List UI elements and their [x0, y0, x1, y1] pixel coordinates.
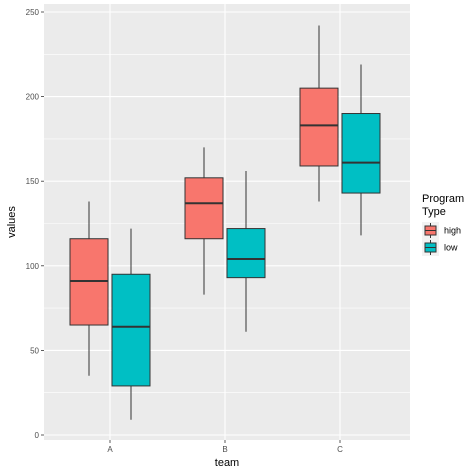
box-iqr: [341, 113, 381, 194]
y-tick-label: 0: [35, 431, 40, 440]
x-tick-label: C: [337, 445, 343, 454]
legend-label: high: [444, 226, 461, 236]
x-axis: A B C: [107, 440, 343, 454]
box-low-C: [341, 64, 381, 236]
box-iqr: [299, 87, 339, 167]
y-tick-label: 150: [26, 177, 40, 186]
legend-item-low: low: [422, 239, 458, 256]
x-axis-title: team: [215, 457, 239, 469]
x-tick-label: B: [222, 445, 227, 454]
legend-title-line-2: Type: [422, 206, 446, 218]
y-tick-label: 50: [30, 346, 39, 355]
y-tick-label: 200: [26, 93, 40, 102]
boxes-layer: [69, 25, 381, 420]
legend: Program Type high low: [422, 193, 464, 256]
box-high-C: [299, 25, 339, 202]
x-tick-label: A: [107, 445, 113, 454]
legend-item-high: high: [422, 222, 461, 239]
box-iqr: [111, 273, 151, 387]
box-low-A: [111, 228, 151, 420]
box-high-B: [184, 147, 224, 295]
box-iqr: [226, 228, 266, 279]
box-high-A: [69, 201, 109, 376]
y-axis: 0 50 100 150 200 250: [26, 8, 44, 440]
y-tick-label: 250: [26, 8, 40, 17]
major-gridlines: [44, 4, 410, 440]
box-iqr: [184, 177, 224, 240]
legend-title-line-1: Program: [422, 193, 464, 205]
legend-label: low: [444, 243, 458, 253]
y-axis-title: values: [6, 206, 18, 238]
plot-panel: [44, 4, 410, 440]
box-low-B: [226, 171, 266, 332]
y-tick-label: 100: [26, 262, 40, 271]
legend-items: high low: [422, 222, 461, 256]
